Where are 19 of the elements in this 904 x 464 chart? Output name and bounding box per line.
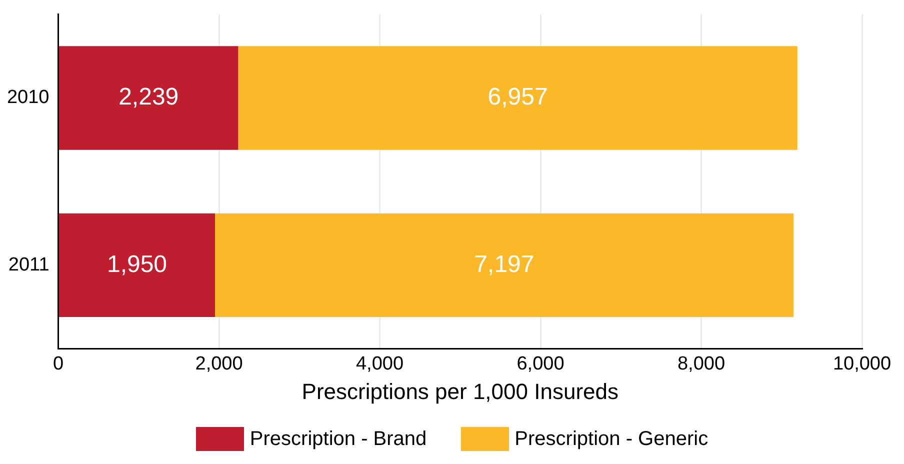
bar — [59, 46, 238, 150]
x-tick-label: 4,000 — [356, 353, 404, 374]
bar — [59, 213, 215, 318]
legend-label: Prescription - Brand — [250, 428, 427, 450]
data-label: 7,197 — [474, 250, 534, 278]
y-tick-label: 2010 — [6, 87, 50, 108]
bar — [238, 46, 798, 150]
data-label: 2,239 — [118, 84, 179, 111]
x-tick-label: 10,000 — [832, 353, 892, 374]
data-label: 1,950 — [106, 250, 168, 278]
x-axis-title: Prescriptions per 1,000 Insureds — [302, 378, 618, 404]
x-tick-label: 2,000 — [195, 353, 243, 374]
x-tick-label: 0 — [52, 353, 64, 374]
bar — [214, 213, 794, 318]
x-tick-label: 8,000 — [677, 353, 726, 374]
data-label: 6,957 — [488, 84, 548, 111]
x-tick-label: 6,000 — [516, 353, 564, 374]
legend-label: Prescription - Generic — [514, 428, 708, 450]
y-tick-label: 2011 — [8, 254, 50, 276]
